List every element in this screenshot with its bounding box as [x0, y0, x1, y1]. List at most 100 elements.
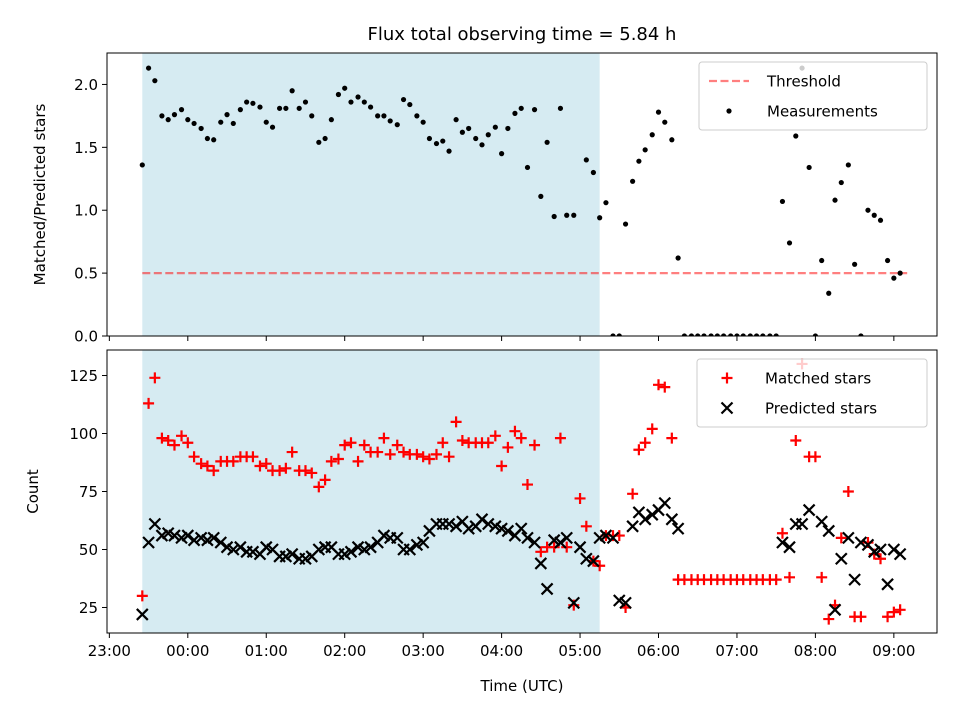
predicted-star-point	[403, 543, 417, 556]
measurement-point	[630, 178, 636, 184]
measurement-point	[433, 140, 440, 147]
matched-star-point	[306, 467, 318, 479]
measurement-point	[655, 109, 662, 115]
measurement-point	[420, 119, 426, 125]
legend-label: Matched stars	[765, 370, 871, 388]
matched-star-point	[430, 448, 442, 460]
matched-star-point	[535, 546, 547, 558]
measurement-point	[269, 124, 276, 130]
legend-measurements-handle	[726, 108, 732, 114]
measurement-point	[453, 117, 459, 123]
matched-star-point	[482, 437, 494, 449]
measurement-point	[381, 113, 387, 119]
predicted-star-point	[449, 520, 463, 533]
measurement-point	[714, 333, 720, 336]
measurement-point	[204, 135, 211, 142]
measurement-point	[622, 221, 629, 227]
predicted-star-point	[521, 531, 534, 545]
x-tick-label: 07:00	[715, 642, 758, 660]
measurement-point	[499, 151, 505, 157]
predicted-star-point	[214, 536, 228, 549]
observing-span-shade	[142, 53, 600, 336]
measurement-point	[289, 88, 295, 94]
matched-star-point	[384, 448, 396, 460]
measurement-point	[355, 94, 361, 100]
matched-star-point	[208, 465, 220, 477]
measurement-point	[165, 117, 171, 123]
y-tick-label: 25	[79, 599, 98, 617]
matched-star-point	[443, 451, 455, 463]
matched-star-point	[227, 455, 239, 467]
predicted-star-point	[881, 578, 894, 591]
measurement-point	[642, 147, 648, 153]
measurement-point	[681, 333, 687, 336]
measurement-point	[361, 99, 367, 105]
measurement-point	[728, 333, 734, 336]
measurement-point	[518, 105, 524, 111]
measurement-point	[806, 164, 812, 171]
matched-star-point	[509, 425, 521, 437]
measurement-point	[407, 101, 413, 108]
matched-star-point	[882, 611, 894, 623]
predicted-star-point	[815, 515, 828, 528]
x-tick-label: 00:00	[166, 642, 209, 660]
predicted-star-point	[344, 545, 358, 559]
matched-star-point	[855, 611, 867, 623]
measurement-point	[793, 133, 799, 139]
matched-star-point	[888, 606, 900, 618]
matched-star-point	[816, 571, 828, 583]
matched-star-point	[646, 423, 658, 435]
measurement-point	[544, 139, 550, 145]
measurement-point	[571, 212, 577, 218]
matched-star-point	[345, 437, 357, 449]
predicted-star-point	[567, 596, 581, 610]
y-tick-label: 0.0	[74, 328, 98, 346]
y-tick-label: 2.0	[74, 76, 98, 94]
measurement-point	[348, 99, 354, 105]
matched-star-point	[162, 434, 174, 446]
matched-star-point	[260, 458, 272, 470]
predicted-star-point	[148, 517, 162, 531]
x-tick-label: 01:00	[245, 642, 288, 660]
matched-star-point	[496, 460, 508, 472]
measurement-point	[191, 120, 197, 127]
measurement-point	[145, 65, 152, 71]
measurement-point	[198, 125, 204, 132]
measurement-point	[884, 257, 891, 264]
measurement-point	[263, 119, 269, 125]
legend-matched-handle	[721, 372, 733, 384]
measurement-point	[426, 135, 433, 142]
measurement-point	[734, 333, 740, 336]
measurement-point	[276, 105, 283, 111]
predicted-star-point	[560, 531, 573, 545]
measurement-point	[244, 99, 250, 105]
measurement-point	[394, 122, 400, 128]
measurement-point	[701, 333, 707, 336]
measurement-point	[675, 255, 681, 261]
measurement-point	[400, 96, 407, 103]
predicted-star-point	[587, 554, 600, 568]
predicted-star-point	[142, 536, 155, 549]
measurement-point	[753, 333, 760, 336]
measurement-point	[669, 137, 675, 143]
measurement-point	[590, 169, 596, 176]
matched-star-point	[411, 448, 423, 460]
measurement-point	[819, 257, 825, 264]
measurement-point	[531, 107, 538, 113]
x-tick-label: 02:00	[323, 642, 366, 660]
measurement-point	[224, 112, 230, 118]
measurement-point	[414, 113, 420, 119]
predicted-star-point	[842, 531, 855, 545]
matched-star-point	[176, 430, 188, 442]
measurement-point	[557, 105, 564, 111]
matched-star-point	[168, 439, 180, 451]
predicted-star-point	[227, 543, 240, 556]
matched-star-point	[149, 372, 161, 384]
matched-star-point	[894, 604, 906, 616]
measurement-point	[695, 333, 701, 336]
predicted-star-point	[802, 503, 816, 517]
matched-star-point	[156, 432, 168, 444]
measurement-point	[721, 333, 727, 336]
predicted-star-point	[136, 608, 149, 621]
matched-star-point	[784, 571, 796, 583]
